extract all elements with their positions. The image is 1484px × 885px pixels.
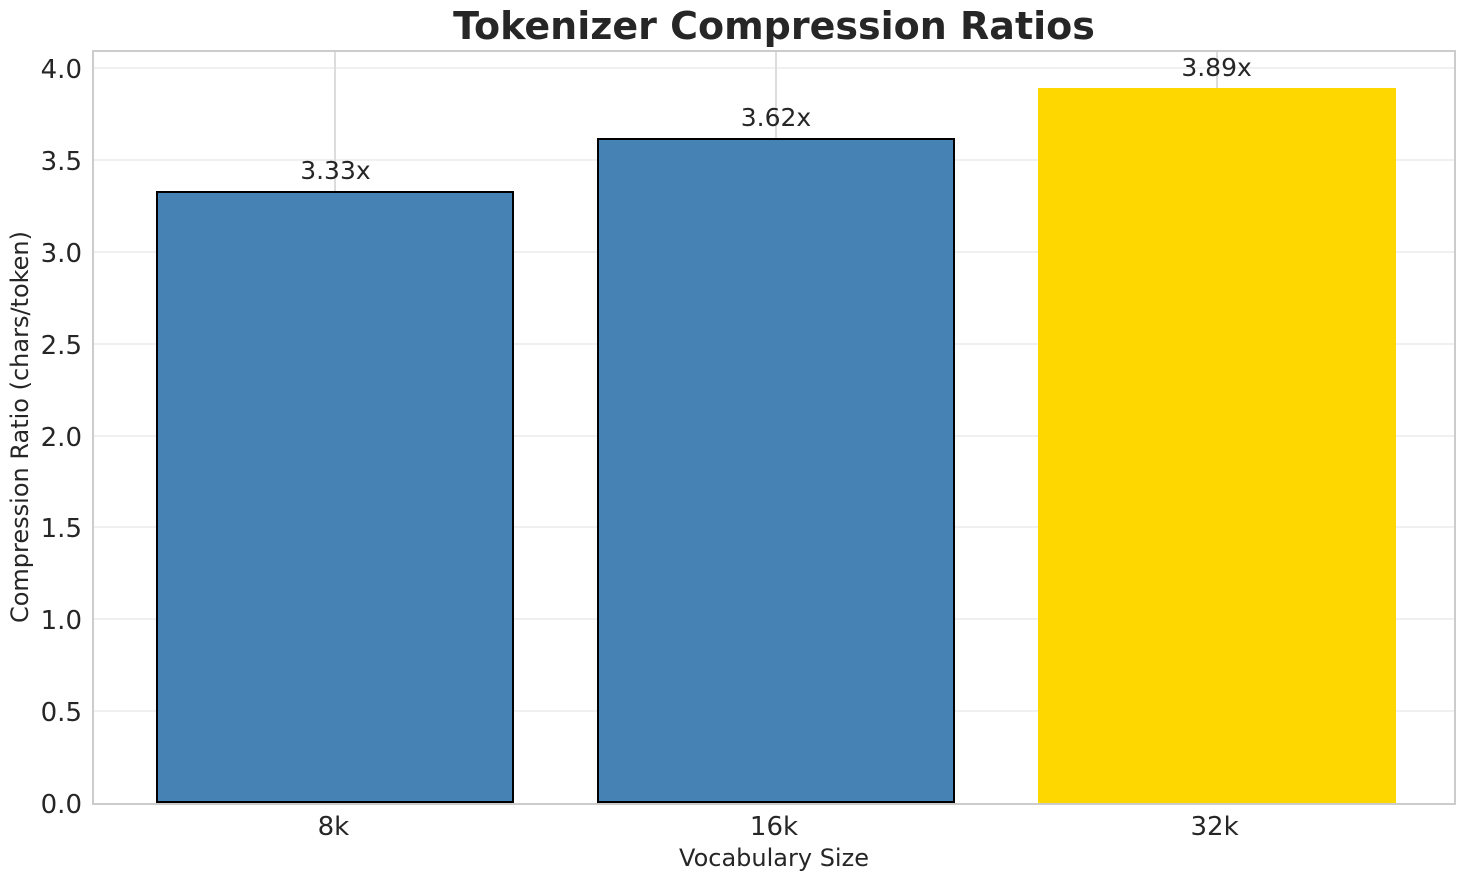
y-tick-label-4.0: 4.0 [40,55,82,86]
plot-area: 3.33x 3.62x 3.89x [92,50,1456,805]
chart-title: Tokenizer Compression Ratios [453,4,1095,48]
y-tick-label-1.0: 1.0 [40,606,82,637]
bar-value-label-32k: 3.89x [1181,53,1252,83]
bar-16k [596,138,956,803]
x-axis-label: Vocabulary Size [679,844,869,872]
x-tick-label-8k: 8k [317,812,350,842]
bar-8k [156,191,515,803]
y-tick-label-3.5: 3.5 [40,147,82,178]
y-tick-label-1.5: 1.5 [40,514,82,545]
x-tick-label-16k: 16k [749,812,799,842]
y-tick-label-2.5: 2.5 [40,330,82,361]
bar-value-label-8k: 3.33x [300,156,371,186]
y-axis-label-text: Compression Ratio (chars/token) [6,230,34,624]
y-tick-label-3.0: 3.0 [40,238,82,269]
y-tick-label-2.0: 2.0 [40,422,82,453]
bar-32k [1037,88,1396,803]
y-tick-label-0.0: 0.0 [40,790,82,820]
bar-value-label-16k: 3.62x [740,103,812,133]
x-tick-label-32k: 32k [1190,812,1239,842]
gridline-y-4 [94,67,1454,70]
y-tick-label-0.5: 0.5 [40,698,82,729]
